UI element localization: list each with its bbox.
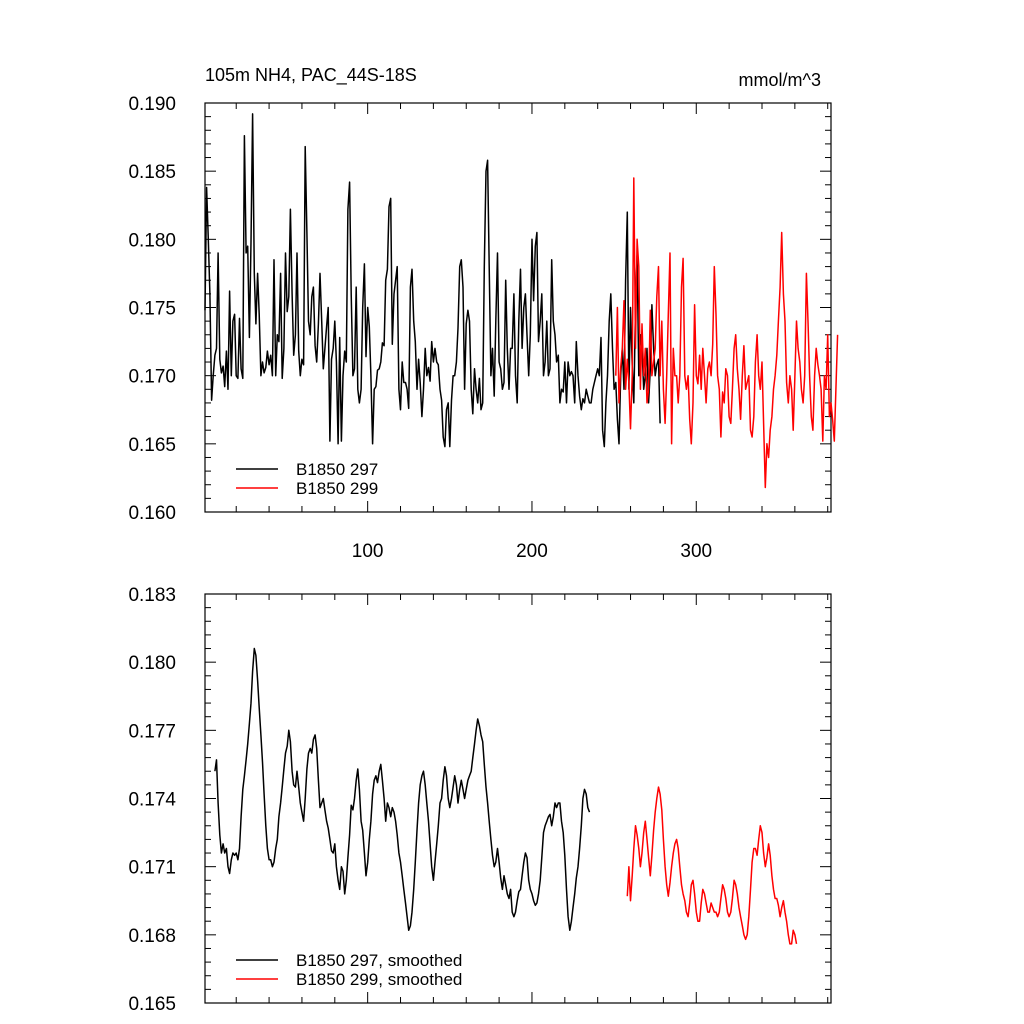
chart-title: 105m NH4, PAC_44S-18S [205, 65, 417, 86]
y-tick-label: 0.177 [128, 721, 176, 742]
series-line-b1850-297 [204, 113, 661, 448]
top-panel: 0.160 0.165 0.170 0.175 0.180 0.185 0.190 100 20… [128, 65, 839, 562]
x-tick-label: 100 [352, 541, 384, 562]
legend-label: B1850 297 [296, 460, 378, 479]
y-tick-label: 0.175 [128, 299, 176, 320]
y-tick-label: 0.183 [128, 585, 176, 606]
y-tick-label: 0.180 [128, 230, 176, 251]
units-label: mmol/m^3 [739, 70, 821, 90]
x-tick-label: 200 [516, 541, 548, 562]
series-line-b1850-297-smoothed [214, 647, 591, 932]
x-tick-label: 300 [680, 541, 712, 562]
y-tick-label: 0.170 [128, 367, 176, 388]
series-line-b1850-299 [615, 177, 839, 489]
y-tick-label: 0.180 [128, 653, 176, 674]
y-tick-label: 0.165 [128, 435, 176, 456]
y-tick-label: 0.168 [128, 926, 176, 947]
y-tick-label: 0.174 [128, 790, 176, 811]
y-tick-label: 0.171 [128, 858, 176, 879]
y-tick-label: 0.190 [128, 94, 176, 115]
series-line-b1850-299-smoothed [626, 786, 798, 945]
y-tick-label: 0.160 [128, 503, 176, 524]
legend-label: B1850 297, smoothed [296, 951, 462, 970]
legend-label: B1850 299 [296, 479, 378, 498]
legend-label: B1850 299, smoothed [296, 970, 462, 989]
plot-frame [204, 102, 832, 513]
y-tick-label: 0.165 [128, 994, 176, 1015]
bottom-panel: 0.165 0.168 0.171 0.174 0.177 0.180 0.183 B1850… [128, 585, 832, 1015]
y-tick-label: 0.185 [128, 162, 176, 183]
plot-frame [204, 593, 832, 1004]
